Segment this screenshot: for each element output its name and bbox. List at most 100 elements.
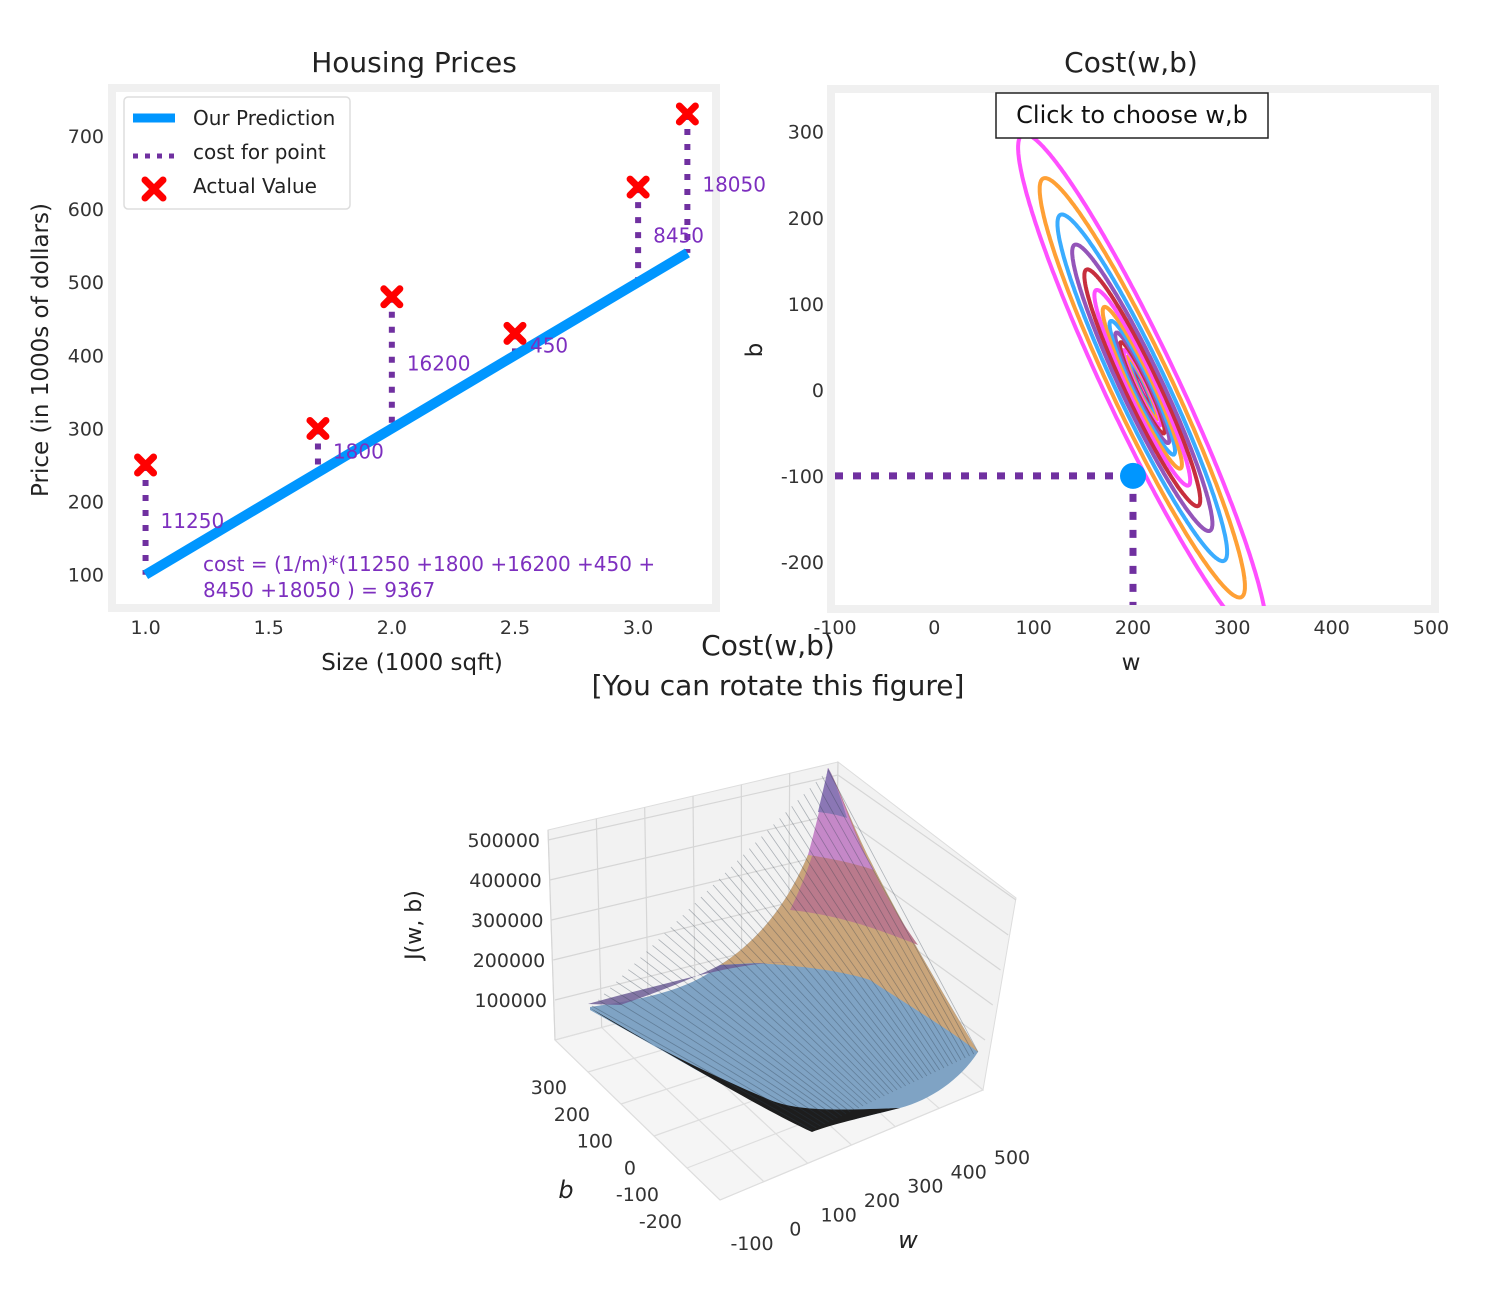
actual-value-marker <box>626 175 650 199</box>
legend-x-marker-swatch <box>141 176 167 202</box>
surface-mesh-line <box>694 902 885 1097</box>
w-gridline <box>601 1027 765 1183</box>
surface-mesh-line <box>597 999 817 1129</box>
y-tick-label: 500 <box>68 272 104 294</box>
w-tick-label: 400 <box>951 1161 987 1183</box>
contour-level <box>1037 176 1247 600</box>
x-marker-shape <box>134 453 158 477</box>
surface-mesh-line <box>615 981 830 1123</box>
y-tick-label: 300 <box>788 122 824 144</box>
surface-mesh-line <box>791 806 953 1065</box>
x-marker-shape <box>503 321 527 345</box>
surface-mesh-line <box>658 939 860 1109</box>
y-tick-label: 700 <box>68 126 104 148</box>
contour-title: Cost(w,b) <box>1064 46 1198 79</box>
w-tick-label: 0 <box>789 1219 801 1241</box>
z-tick-labels: 500000 400000 300000 200000 100000 <box>467 830 547 1012</box>
w-tick-labels: -100 0 100 200 300 400 500 <box>730 1147 1030 1255</box>
choose-wb-button[interactable]: Click to choose w,b <box>995 92 1269 139</box>
w-tick-label: 500 <box>994 1147 1030 1169</box>
b-tick-label: -100 <box>616 1184 659 1206</box>
surface-title-line2: [You can rotate this figure] <box>592 669 965 702</box>
y-tick-labels: 100 200 300 400 500 600 700 <box>68 126 104 587</box>
y-tick-label: 100 <box>788 294 824 316</box>
y-tick-labels: 300 200 100 0 -100 -200 <box>781 122 824 574</box>
cost-label: 8450 <box>653 224 704 248</box>
w-tick-label: 100 <box>821 1204 857 1226</box>
surface-mesh-line <box>815 781 970 1057</box>
surface-mesh-line <box>724 872 906 1087</box>
x-marker-shape <box>626 175 650 199</box>
actual-value-marker <box>306 416 330 440</box>
z-tick-label: 100000 <box>474 990 547 1012</box>
surface-mesh-line <box>646 951 851 1113</box>
z-axis-label: J(w, b) <box>402 890 427 962</box>
chart-title: Housing Prices <box>311 46 517 79</box>
b-axis-label: b <box>558 1176 573 1204</box>
cost-contour-chart: Cost(w,b) -100 0 100 200 300 400 500 300 200 100… <box>742 46 1449 676</box>
cost-label: 11250 <box>161 509 225 533</box>
surface-mesh-line <box>779 818 945 1069</box>
surface-mesh-line <box>652 945 855 1111</box>
surface-mesh <box>591 769 979 1131</box>
z-tick-label: 200000 <box>473 950 546 972</box>
contour-level <box>1055 212 1230 564</box>
actual-value-marker <box>134 453 158 477</box>
b-tick-label: 300 <box>531 1077 567 1099</box>
cost-labels: 11250 1800 16200 450 8450 18050 <box>161 172 766 532</box>
w-tick-label: 200 <box>864 1190 900 1212</box>
surface-band-peak <box>818 768 847 818</box>
legend-entry: Actual Value <box>193 174 317 198</box>
cost-label: 1800 <box>333 439 384 463</box>
w-back-gridline <box>595 818 603 1028</box>
y-tick-label: -200 <box>781 552 824 574</box>
y-tick-label: -100 <box>781 466 824 488</box>
surface-mesh-line <box>803 794 962 1061</box>
contour-lines <box>1016 132 1266 606</box>
contour-level <box>1016 132 1266 606</box>
surface-mesh-line <box>809 787 966 1059</box>
actual-value-marker <box>503 321 527 345</box>
contour-level <box>1092 288 1193 488</box>
legend: Our Prediction cost for point Actual Val… <box>123 96 351 210</box>
w-back-gridline <box>692 795 696 1003</box>
w-back-gridline <box>644 807 649 1016</box>
y-tick-label: 0 <box>812 380 824 402</box>
x-tick-label: 1.5 <box>254 617 284 639</box>
surface-mesh-line <box>688 908 881 1099</box>
x-tick-label: 1.0 <box>130 617 160 639</box>
surface-mesh-line <box>622 975 834 1121</box>
w-back-gridline <box>547 829 556 1041</box>
surface-mesh-line <box>773 824 941 1071</box>
x-tick-labels: 1.0 1.5 2.0 2.5 3.0 <box>130 617 653 639</box>
cost-formula-line2: 8450 +18050 ) = 9367 <box>203 578 435 602</box>
surface-mesh-line <box>749 848 923 1079</box>
legend-entry: cost for point <box>193 140 326 164</box>
z-tick-label: 500000 <box>467 830 540 852</box>
b-tick-label: 100 <box>577 1131 613 1153</box>
choose-wb-button-box[interactable] <box>995 92 1269 139</box>
b-tick-labels: 300 200 100 0 -100 -200 <box>531 1077 682 1233</box>
surface-title-line1: Cost(w,b) <box>701 629 835 662</box>
cost-surface-3d[interactable]: Cost(w,b) [You can rotate this figure] 5… <box>402 629 1030 1255</box>
x-axis-label: w <box>1122 650 1141 676</box>
x-axis-label: Size (1000 sqft) <box>321 650 503 676</box>
actual-value-marker <box>675 102 699 126</box>
z-tick-label: 300000 <box>471 910 544 932</box>
w-axis-label: w <box>898 1226 918 1254</box>
x-tick-label: 200 <box>1115 617 1151 639</box>
selected-wb-marker[interactable] <box>1120 462 1146 489</box>
y-axis-label: Price (in 1000s of dollars) <box>28 203 54 497</box>
x-tick-label: 0 <box>928 617 940 639</box>
surface-mesh-line <box>718 878 902 1089</box>
cost-formula-line1: cost = (1/m)*(11250 +1800 +16200 +450 + <box>203 552 655 576</box>
surface-mesh-line <box>736 860 915 1083</box>
y-tick-label: 200 <box>68 492 104 514</box>
surface-mesh-line <box>700 896 889 1095</box>
y-tick-label: 600 <box>68 199 104 221</box>
x-tick-label: -100 <box>813 617 856 639</box>
surface-mesh-line <box>640 957 847 1115</box>
surface-mesh-line <box>670 927 868 1105</box>
choose-wb-button-label[interactable]: Click to choose w,b <box>1016 101 1248 129</box>
